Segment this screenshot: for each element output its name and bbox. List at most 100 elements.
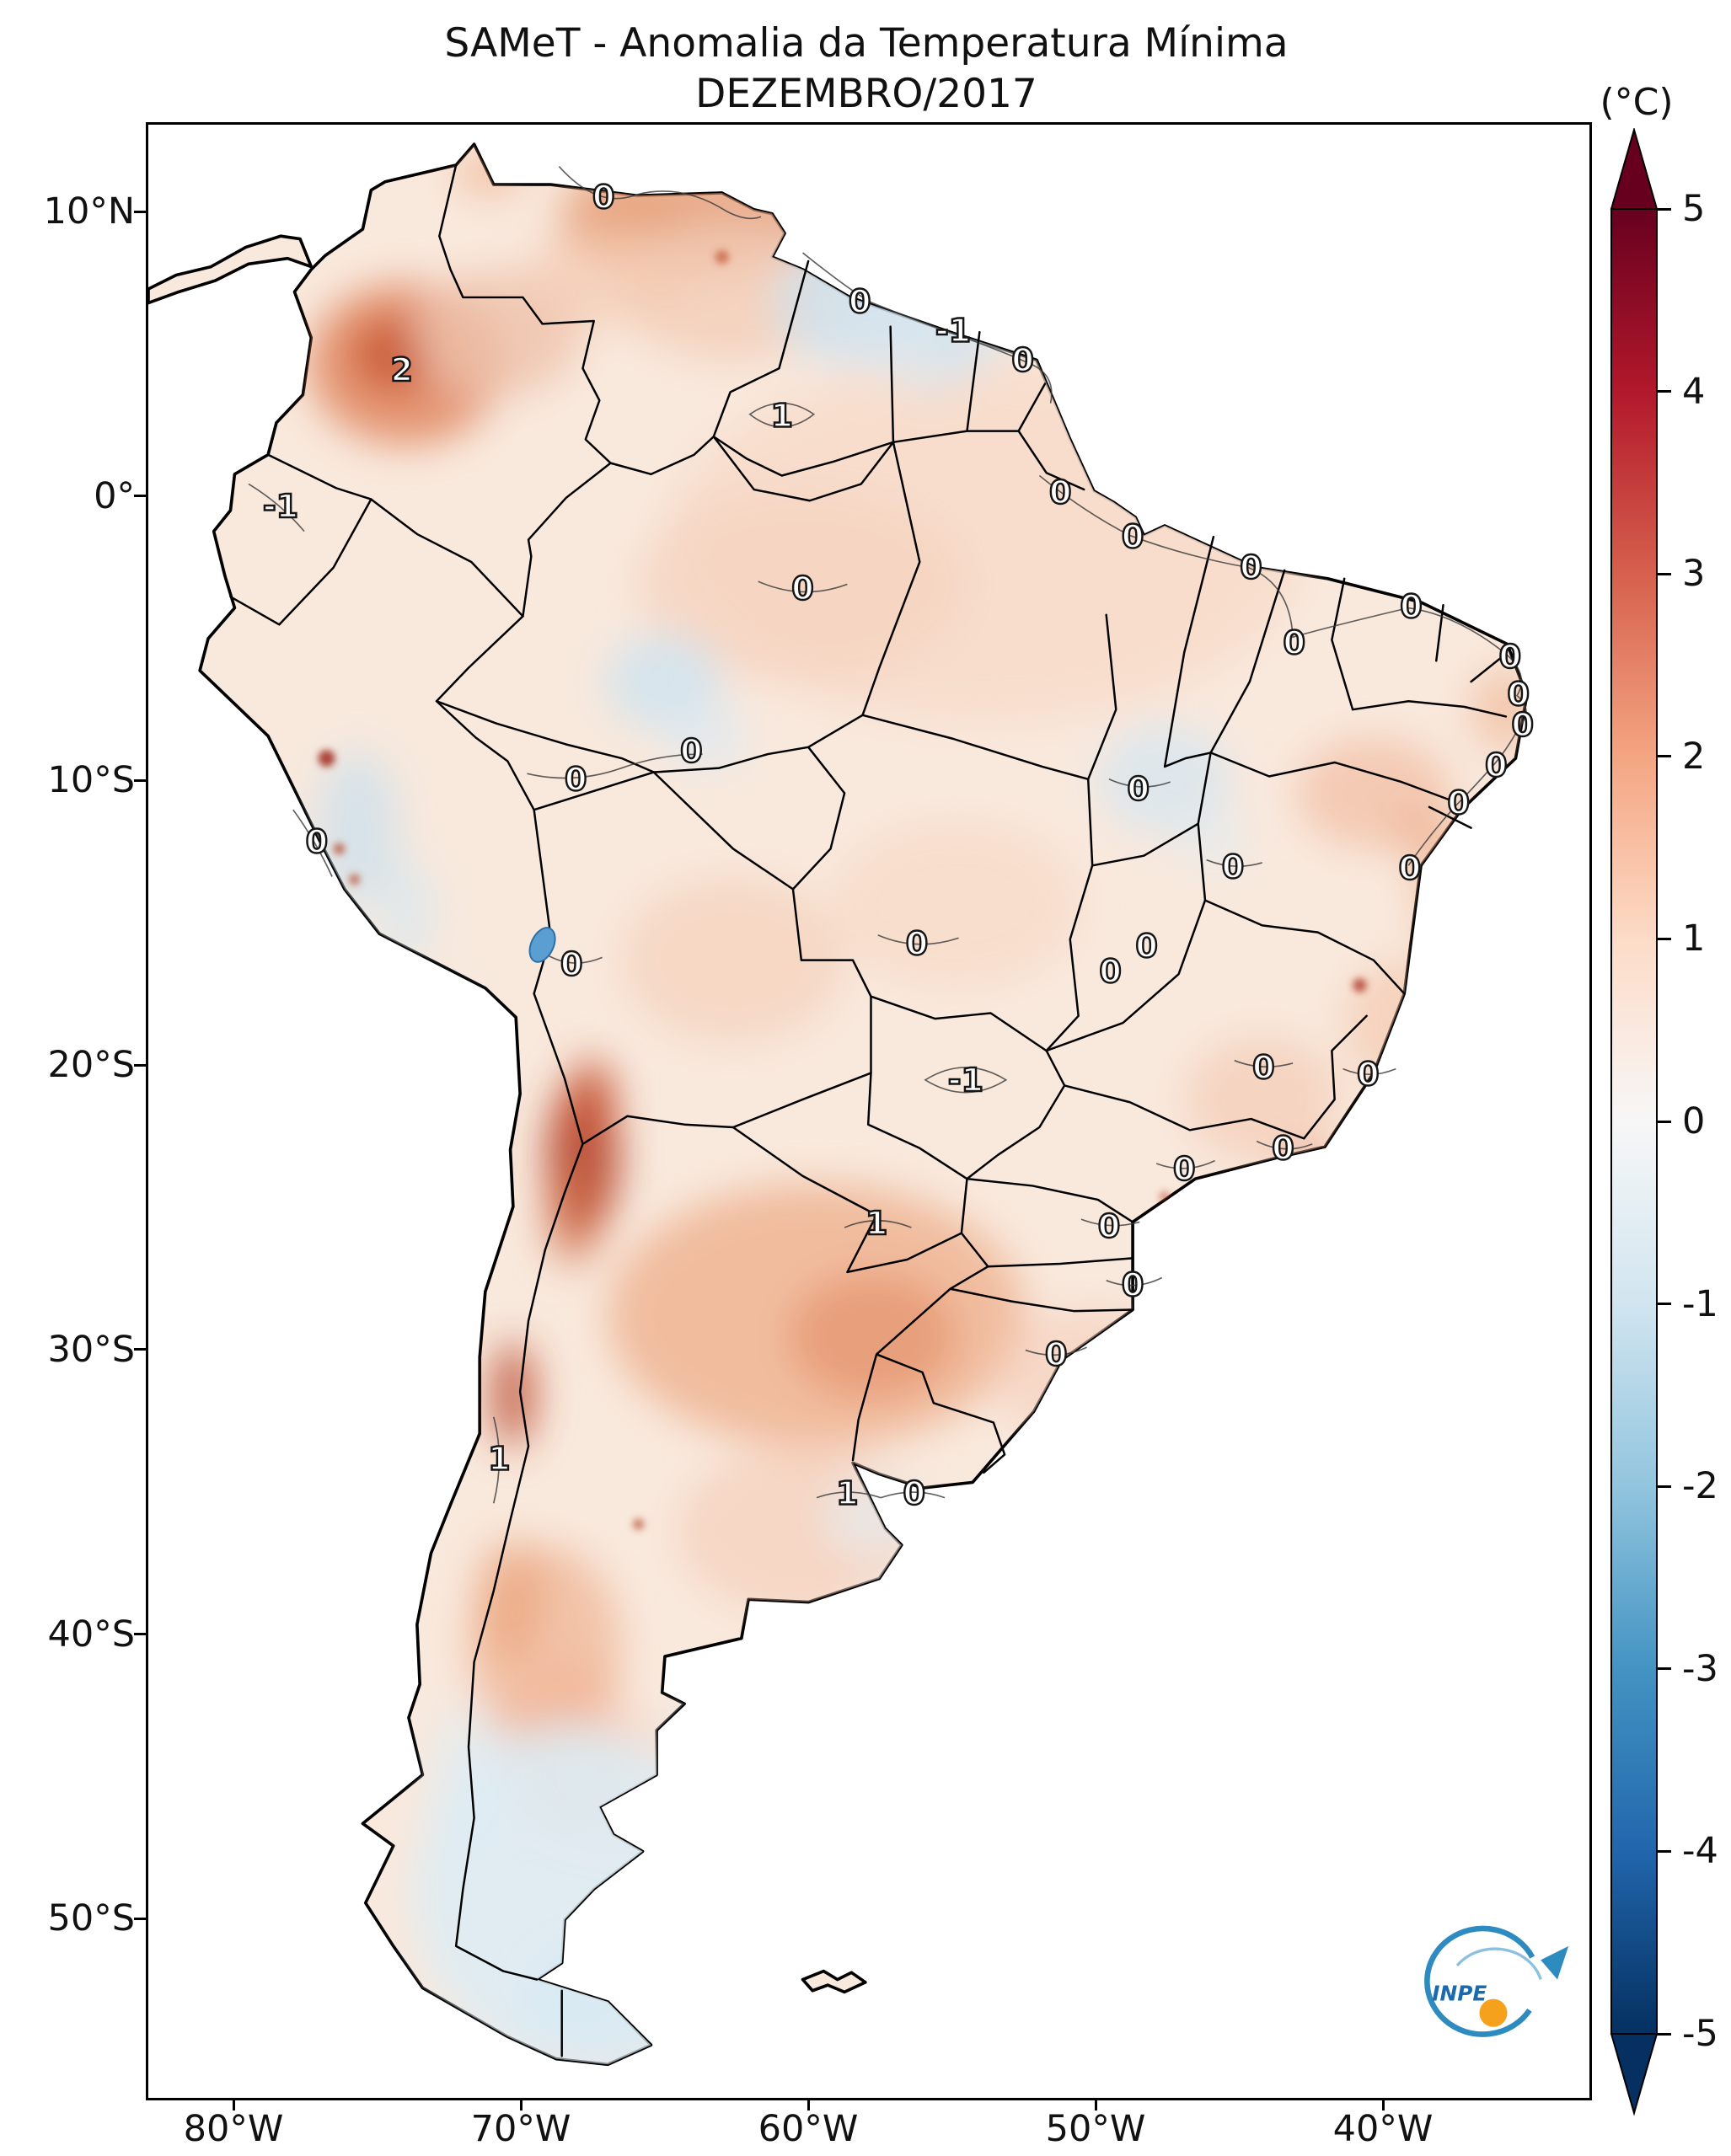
contour-label: 0 xyxy=(592,179,614,216)
lon-tick-mark xyxy=(232,2098,235,2111)
lat-tick-mark xyxy=(134,1633,147,1635)
contour-label: 0 xyxy=(791,570,813,607)
contour-label: 0 xyxy=(1045,1335,1067,1372)
border-ecuador-peru xyxy=(229,498,372,626)
contour-label: 0 xyxy=(1122,518,1144,555)
lat-tick-mark xyxy=(134,1348,147,1351)
contour-label: 0 xyxy=(1272,1130,1294,1167)
colorbar-unit: (°C) xyxy=(1600,81,1674,124)
colorbar-tick-mark xyxy=(1657,1667,1671,1671)
colorbar-bottom-arrow xyxy=(1610,2033,1659,2116)
title-line1: SAMeT - Anomalia da Temperatura Mínima xyxy=(444,20,1289,67)
colorbar-tick-mark xyxy=(1657,390,1671,393)
panama-strip xyxy=(148,234,314,305)
contour-label: 0 xyxy=(1447,784,1469,821)
lat-tick-label: 20°S xyxy=(47,1044,135,1087)
contour-label: 0 xyxy=(565,761,587,798)
colorbar-tick-label: 0 xyxy=(1682,1100,1706,1142)
contour-label: -1 xyxy=(935,313,971,350)
colorbar-tick-mark xyxy=(1657,1849,1671,1853)
lon-tick-label: 50°W xyxy=(1045,2108,1146,2150)
contour-label: 0 xyxy=(1499,638,1521,675)
colorbar-tick-label: 1 xyxy=(1682,918,1706,960)
colorbar xyxy=(1608,126,1660,2116)
colorbar-tick-label: -3 xyxy=(1682,1647,1718,1690)
lat-tick-mark xyxy=(134,1063,147,1067)
lat-tick-mark xyxy=(134,1917,147,1920)
contour-label: 0 xyxy=(1173,1151,1195,1188)
colorbar-tick-mark xyxy=(1657,572,1671,575)
border-bolivia-brazil xyxy=(533,771,872,1074)
colorbar-tick-label: 2 xyxy=(1682,735,1706,778)
border-colombia-venezuela xyxy=(438,163,612,464)
contour-label: 0 xyxy=(1049,473,1071,511)
colorbar-tick-mark xyxy=(1657,207,1671,211)
contour-label: 1 xyxy=(488,1440,510,1477)
border-colombia-ecuador-peru xyxy=(266,453,612,618)
contour-label: 0 xyxy=(1400,588,1422,625)
colorbar-tick-mark xyxy=(1657,1120,1671,1123)
lat-tick-label: 40°S xyxy=(47,1613,135,1656)
contour-label: 0 xyxy=(306,823,328,860)
inpe-logo: INPE xyxy=(1424,1925,1569,2037)
lat-tick-label: 0° xyxy=(94,474,135,517)
lon-tick-label: 70°W xyxy=(470,2108,571,2150)
contour-label: 0 xyxy=(1222,848,1244,885)
contour-label: 0 xyxy=(1122,1266,1144,1303)
colorbar-tick-mark xyxy=(1657,755,1671,758)
contour-label: -1 xyxy=(948,1062,983,1099)
colorbar-tick-label: -5 xyxy=(1682,2013,1718,2055)
contour-label: 1 xyxy=(771,397,793,434)
contour-label: 0 xyxy=(1135,928,1157,965)
contour-lines xyxy=(248,166,1527,1504)
contour-label: 0 xyxy=(680,733,702,770)
contour-label: -1 xyxy=(263,488,298,525)
contour-label: 0 xyxy=(1252,1049,1274,1086)
colorbar-tick-label: -2 xyxy=(1682,1465,1718,1508)
border-argentina-brazil-uruguay xyxy=(851,1232,1006,1474)
colorbar-gradient xyxy=(1610,208,1658,2035)
lon-tick-label: 80°W xyxy=(183,2108,284,2150)
colorbar-tick-label: 3 xyxy=(1682,553,1706,596)
contour-label: 0 xyxy=(1511,706,1533,743)
contour-label: 2 xyxy=(390,351,412,388)
falkland-islands xyxy=(801,1969,867,1994)
border-guianas xyxy=(712,325,1047,477)
lat-tick-label: 30°S xyxy=(47,1328,135,1371)
contour-label: 0 xyxy=(849,283,871,320)
lat-tick-label: 50°S xyxy=(47,1897,135,1940)
colorbar-tick-mark xyxy=(1657,1485,1671,1488)
lat-tick-mark xyxy=(134,778,147,782)
contour-label: 0 xyxy=(1508,676,1530,713)
map-frame: INPE 0 2 0 -1 0 1 -1 0 0 0 0 0 0 0 0 0 0 0 0 0 0 0 0 0 0 0 0 0 0 0 -1 0… xyxy=(146,122,1592,2100)
contour-label: 0 xyxy=(1127,770,1149,807)
lat-tick-label: 10°N xyxy=(43,190,135,233)
contour-label: 0 xyxy=(560,946,582,983)
contour-label: 0 xyxy=(1011,341,1033,378)
lat-tick-mark xyxy=(134,495,147,498)
contour-label: 0 xyxy=(1240,549,1262,586)
colorbar-tick-mark xyxy=(1657,937,1671,940)
contour-label: 0 xyxy=(1399,850,1421,887)
border-paraguay-brazil xyxy=(866,1072,968,1234)
inpe-logo-text: INPE xyxy=(1432,1981,1487,2005)
contour-label: 0 xyxy=(1357,1056,1379,1093)
lat-tick-mark xyxy=(134,210,147,213)
anomaly-field xyxy=(308,152,1527,2065)
colorbar-tick-label: 4 xyxy=(1682,370,1706,413)
lake-titicaca xyxy=(528,927,556,963)
contour-label: 0 xyxy=(906,925,928,962)
border-paraguay-argentina xyxy=(732,1126,963,1274)
colorbar-tick-label: 5 xyxy=(1682,188,1706,230)
colorbar-tick-mark xyxy=(1657,2032,1671,2036)
border-peru-brazil xyxy=(435,615,535,811)
colorbar-tick-label: -4 xyxy=(1682,1830,1718,1873)
lon-tick-label: 60°W xyxy=(758,2108,859,2150)
colorbar-top-arrow xyxy=(1610,126,1659,210)
state-borders xyxy=(435,430,1508,1313)
contour-label: 1 xyxy=(836,1475,858,1512)
lon-tick-mark xyxy=(519,2098,523,2111)
